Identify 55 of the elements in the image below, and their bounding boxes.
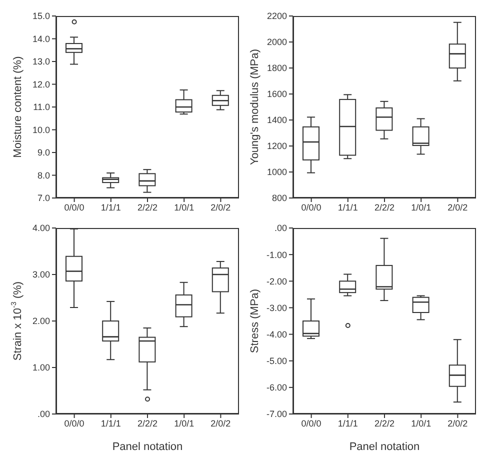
x-axis-title: Panel notation [349, 441, 420, 453]
y-tick-label: -3.00 [266, 302, 287, 313]
x-tick-label: 2/0/2 [210, 202, 231, 212]
x-tick-label: 0/0/0 [64, 418, 84, 428]
y-tick-label: 8.0 [37, 170, 50, 180]
y-tick-label: 15.0 [32, 11, 50, 22]
x-tick-label: 2/2/2 [374, 418, 395, 428]
y-tick-label: 14.0 [32, 34, 50, 44]
y-tick-label: 12.0 [32, 79, 50, 90]
y-tick-label: 2200 [266, 11, 287, 22]
y-tick-label: 11.0 [33, 102, 50, 112]
x-tick-label: 1/1/1 [100, 418, 121, 428]
x-tick-label: 1/0/1 [411, 202, 432, 212]
x-tick-label: 2/0/2 [448, 202, 468, 212]
y-tick-label: 4.00 [32, 223, 50, 234]
y-tick-label: -1.00 [266, 250, 287, 260]
x-tick-label: 1/0/1 [411, 418, 432, 428]
x-tick-label: 2/0/2 [448, 418, 468, 428]
y-tick-label: 3.00 [32, 270, 50, 280]
x-tick-label: 1/0/1 [174, 418, 194, 428]
y-tick-label: 1.00 [32, 362, 50, 373]
y-tick-label: 7.0 [37, 193, 50, 204]
y-tick-label: 13.0 [32, 56, 50, 67]
x-tick-label: 2/2/2 [137, 202, 158, 212]
y-tick-label: 1400 [266, 115, 287, 126]
x-tick-label: 1/1/1 [100, 202, 121, 212]
y-tick-label: 1000 [266, 167, 287, 178]
y-tick-label: -2.00 [266, 276, 287, 286]
y-tick-label: 2.00 [32, 316, 50, 326]
y-tick-label: -6.00 [266, 382, 287, 393]
x-tick-label: 1/1/1 [338, 418, 358, 428]
x-tick-label: 2/2/2 [374, 202, 395, 212]
x-tick-label: 1/1/1 [338, 202, 358, 212]
x-tick-label: 2/2/2 [137, 418, 158, 428]
y-tick-label: 1200 [266, 141, 287, 152]
y-tick-label: .00 [37, 409, 50, 420]
y-tick-label: 10.0 [32, 124, 50, 135]
x-tick-label: 0/0/0 [64, 202, 84, 212]
y-tick-label: 1600 [266, 89, 287, 100]
y-tick-label: -5.00 [266, 356, 287, 366]
y-tick-label: 800 [272, 193, 287, 204]
y-axis-title: Stress (MPa) [248, 288, 261, 354]
y-tick-label: 1800 [266, 63, 287, 74]
y-axis-title: Young's modulus (MPa) [248, 48, 261, 166]
y-tick-label: .00 [274, 223, 287, 234]
y-axis-title: Moisture content (%) [12, 56, 24, 158]
y-tick-label: 9.0 [37, 148, 50, 158]
x-tick-label: 1/0/1 [174, 202, 194, 212]
x-axis-title: Panel notation [112, 441, 183, 453]
x-tick-label: 0/0/0 [301, 418, 322, 428]
y-tick-label: -4.00 [266, 329, 287, 340]
y-tick-label: 2000 [266, 37, 287, 48]
x-tick-label: 0/0/0 [301, 202, 322, 212]
x-tick-label: 2/0/2 [210, 418, 231, 428]
y-tick-label: -7.00 [266, 409, 287, 420]
